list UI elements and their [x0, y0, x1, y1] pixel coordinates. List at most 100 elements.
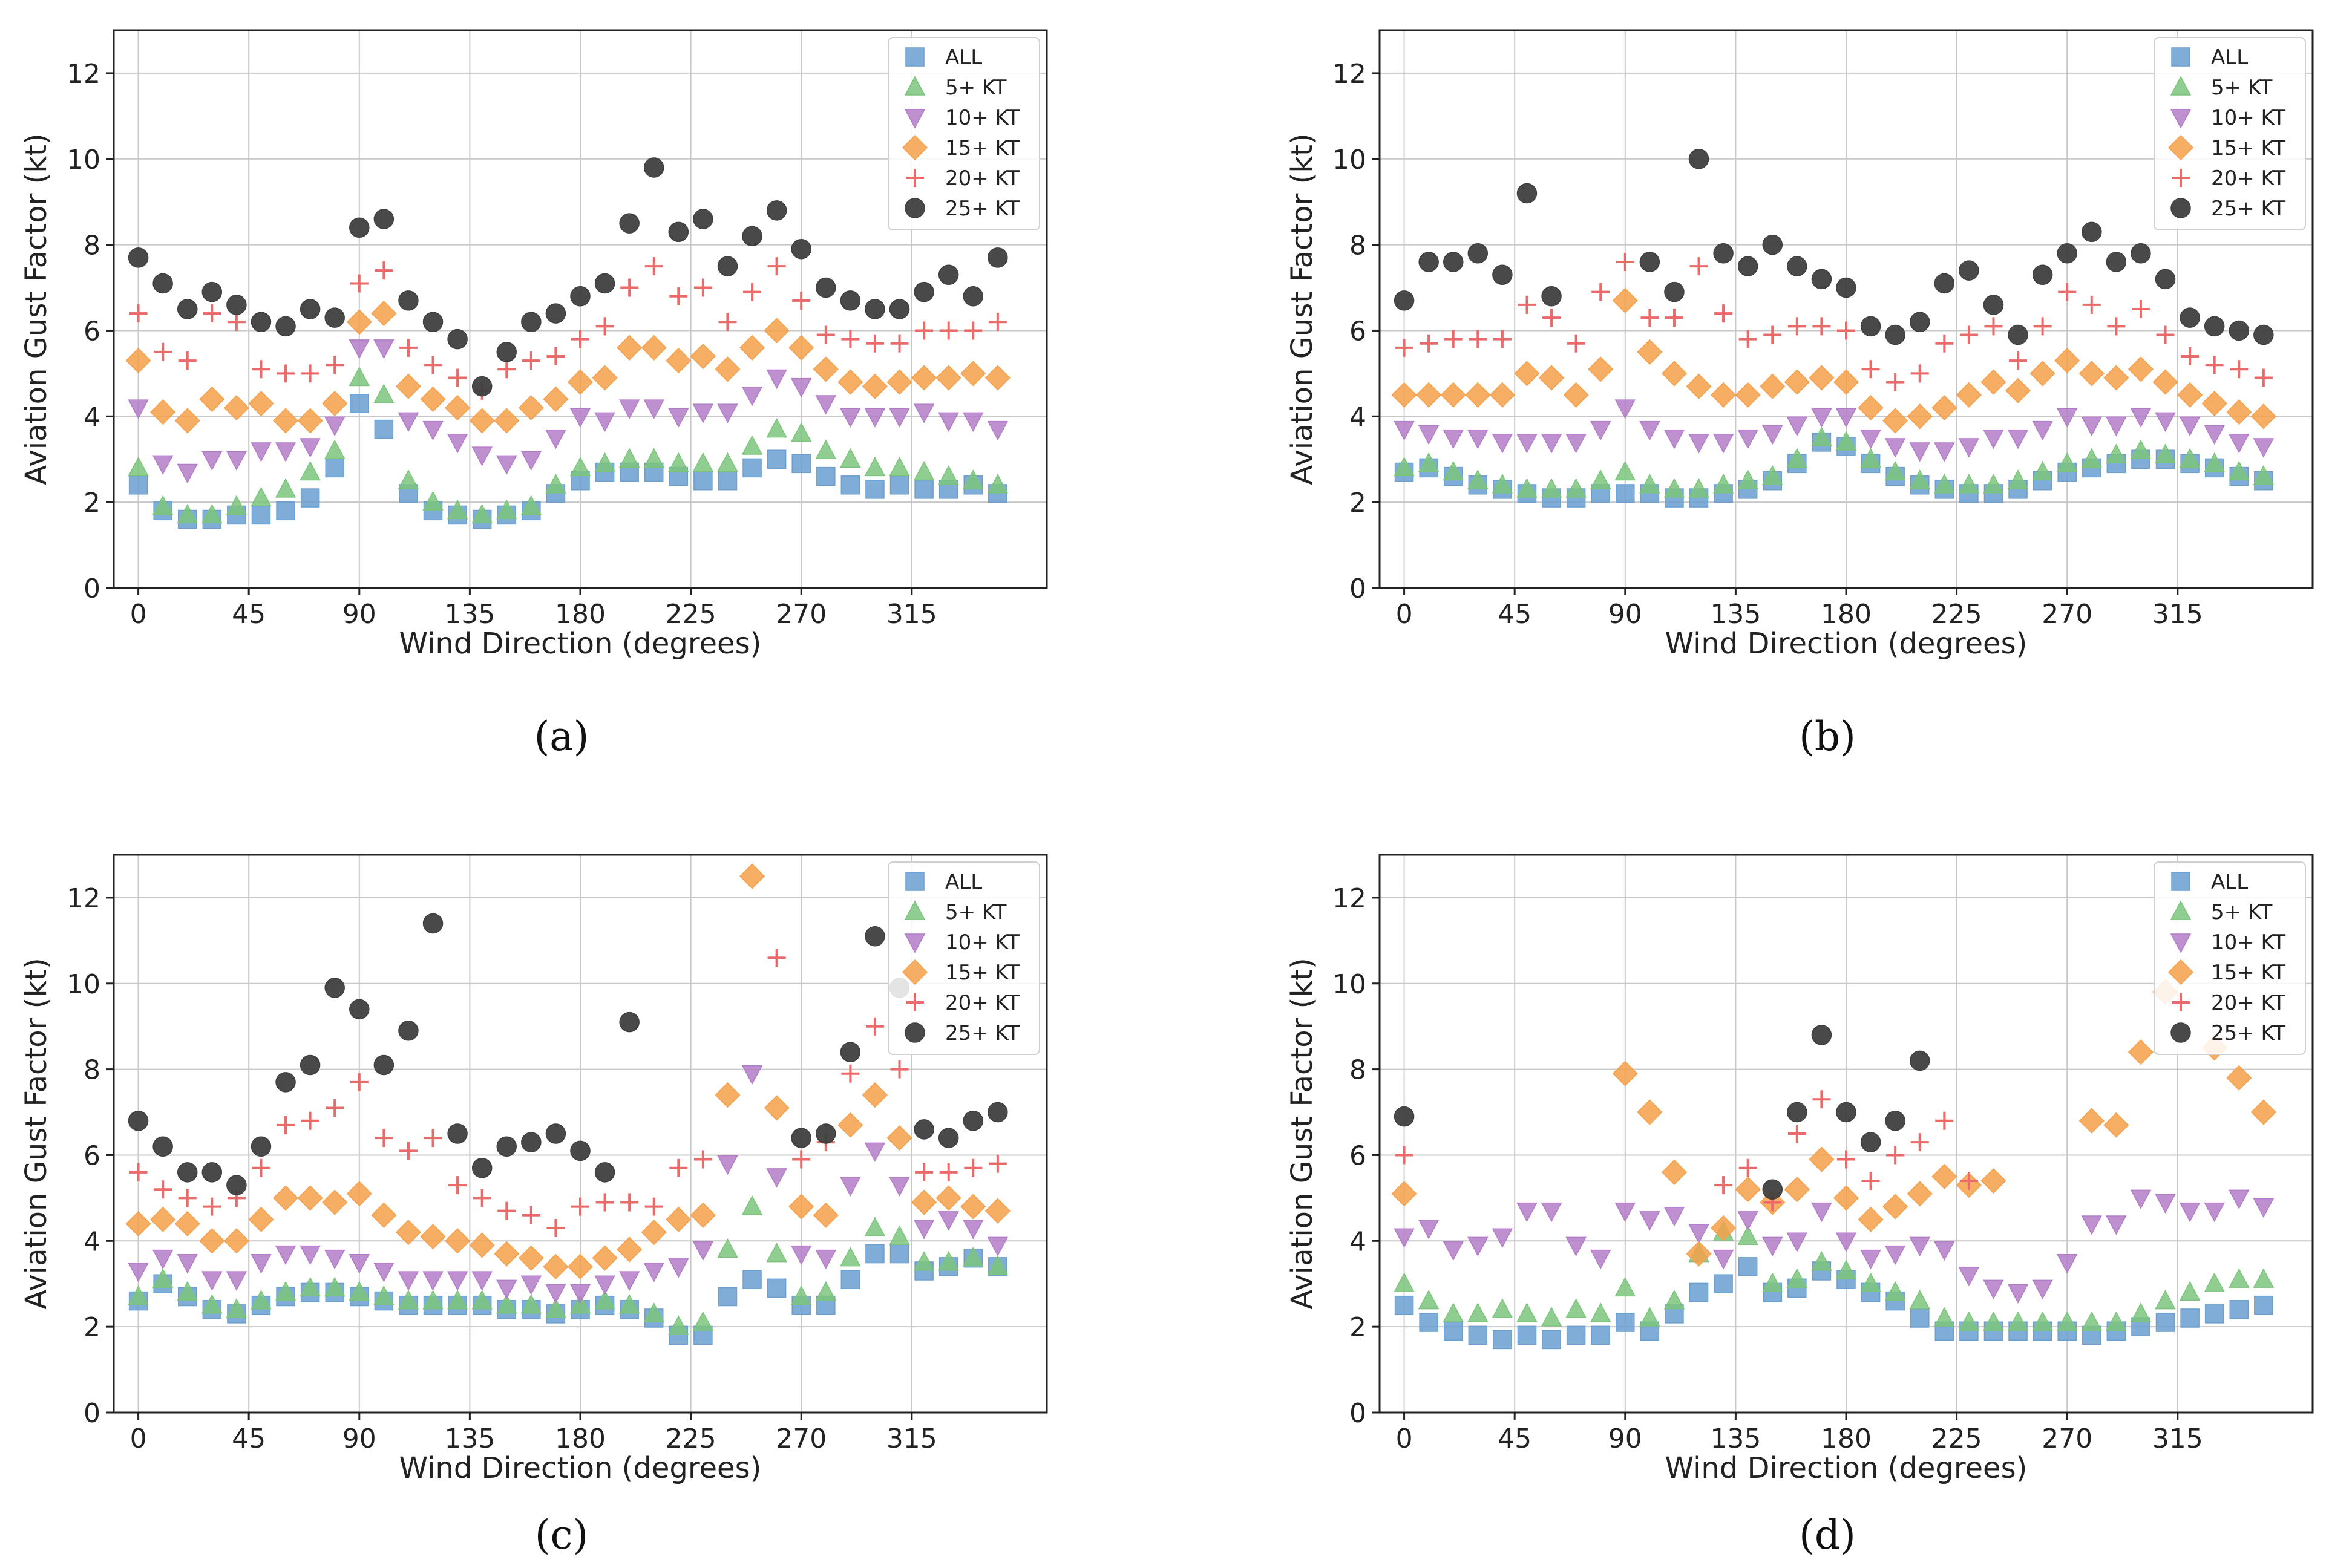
data-point — [889, 1177, 910, 1197]
data-point — [1762, 1236, 1783, 1256]
data-point — [619, 1011, 640, 1033]
data-point — [569, 456, 591, 477]
data-point — [987, 420, 1009, 441]
legend-entry: 20+ KT — [2211, 991, 2285, 1015]
data-point — [742, 226, 762, 247]
x-tick-label: 0 — [1396, 1423, 1413, 1454]
data-point — [518, 1245, 544, 1271]
legend: ALL 5+ KT 10+ KT 15+ KT 20+ KT 25+ KT — [888, 861, 1040, 1055]
data-point — [496, 1279, 517, 1299]
data-point — [1737, 430, 1758, 449]
data-point — [571, 1197, 589, 1216]
data-point — [324, 1249, 346, 1270]
data-point — [2250, 403, 2276, 430]
data-point — [741, 435, 763, 455]
data-point — [521, 1132, 542, 1152]
data-point — [275, 1072, 296, 1093]
data-point — [668, 452, 689, 472]
data-point — [420, 1224, 446, 1250]
legend-entry: 10+ KT — [2211, 930, 2285, 955]
data-point — [177, 503, 198, 524]
data-point — [666, 1206, 692, 1232]
data-point — [2155, 1313, 2175, 1332]
data-point — [1786, 416, 1808, 437]
data-point — [620, 278, 639, 297]
data-point — [2155, 1194, 2176, 1214]
data-point — [766, 200, 787, 221]
data-point — [322, 390, 348, 417]
data-point — [1935, 334, 1954, 353]
x-tick-label: 225 — [666, 599, 716, 630]
data-point — [129, 304, 148, 323]
legend-marker — [902, 959, 928, 985]
data-point — [594, 452, 615, 472]
panel-caption: (c) — [535, 1512, 588, 1558]
data-point — [2056, 1311, 2078, 1331]
chart-panel-2: 0 45 90 135 180 225 270 315 0 2 4 6 8 10 12 Wind Direct… — [1285, 29, 2314, 661]
data-point — [349, 1254, 370, 1274]
data-point — [963, 1220, 984, 1240]
data-point — [1394, 1228, 1415, 1248]
panel-caption: (d) — [1799, 1512, 1856, 1558]
data-point — [447, 1123, 468, 1144]
data-point — [128, 475, 148, 495]
data-point — [177, 299, 198, 319]
data-point — [2179, 1281, 2201, 1301]
data-point — [1762, 465, 1783, 485]
data-point — [2155, 269, 2176, 290]
data-point — [1885, 324, 1905, 345]
data-point — [496, 1136, 517, 1157]
y-tick-label: 2 — [84, 1312, 100, 1343]
data-point — [938, 1251, 959, 1271]
data-point — [2204, 1202, 2225, 1223]
data-point — [1909, 442, 1930, 462]
data-point — [373, 209, 395, 229]
data-point — [913, 1251, 935, 1271]
data-point — [1787, 317, 1806, 336]
x-tick-label: 135 — [1710, 599, 1761, 630]
data-point — [2029, 361, 2055, 387]
data-point — [251, 1136, 272, 1157]
data-point — [2103, 1112, 2129, 1138]
data-point — [2103, 365, 2129, 391]
data-point — [226, 495, 247, 515]
data-point — [152, 455, 174, 475]
data-point — [447, 499, 468, 520]
data-point — [938, 1128, 959, 1148]
data-point — [865, 1017, 884, 1036]
data-point — [152, 1136, 173, 1157]
data-point — [1590, 1302, 1611, 1322]
data-point — [1469, 330, 1487, 348]
data-point — [938, 1211, 959, 1231]
data-point — [717, 403, 738, 423]
data-point — [1663, 478, 1685, 498]
data-point — [2081, 1311, 2103, 1331]
data-point — [619, 213, 640, 234]
legend-entry: 15+ KT — [2211, 136, 2285, 160]
data-point — [2253, 1268, 2275, 1288]
data-point — [1835, 1232, 1857, 1252]
data-point — [201, 1271, 223, 1291]
data-point — [1419, 1313, 1438, 1332]
x-tick-label: 225 — [666, 1423, 716, 1454]
data-point — [1614, 1202, 1636, 1223]
data-point — [2106, 1215, 2127, 1235]
legend-entry: 20+ KT — [945, 991, 1020, 1015]
data-point — [177, 1254, 198, 1274]
data-point — [248, 390, 274, 417]
data-point — [2032, 264, 2053, 286]
legend-marker — [904, 933, 926, 953]
data-point — [1934, 442, 1955, 462]
y-tick-label: 12 — [1332, 883, 1366, 914]
data-point — [791, 1128, 811, 1148]
data-point — [1884, 1281, 1906, 1301]
data-point — [520, 495, 542, 515]
data-point — [1612, 1060, 1638, 1086]
legend-marker — [2170, 198, 2191, 218]
data-point — [567, 1253, 594, 1279]
data-point — [199, 1228, 225, 1254]
data-point — [1858, 395, 1884, 421]
x-tick-label: 315 — [886, 1423, 937, 1454]
data-point — [496, 1294, 517, 1314]
data-point — [2131, 300, 2150, 318]
